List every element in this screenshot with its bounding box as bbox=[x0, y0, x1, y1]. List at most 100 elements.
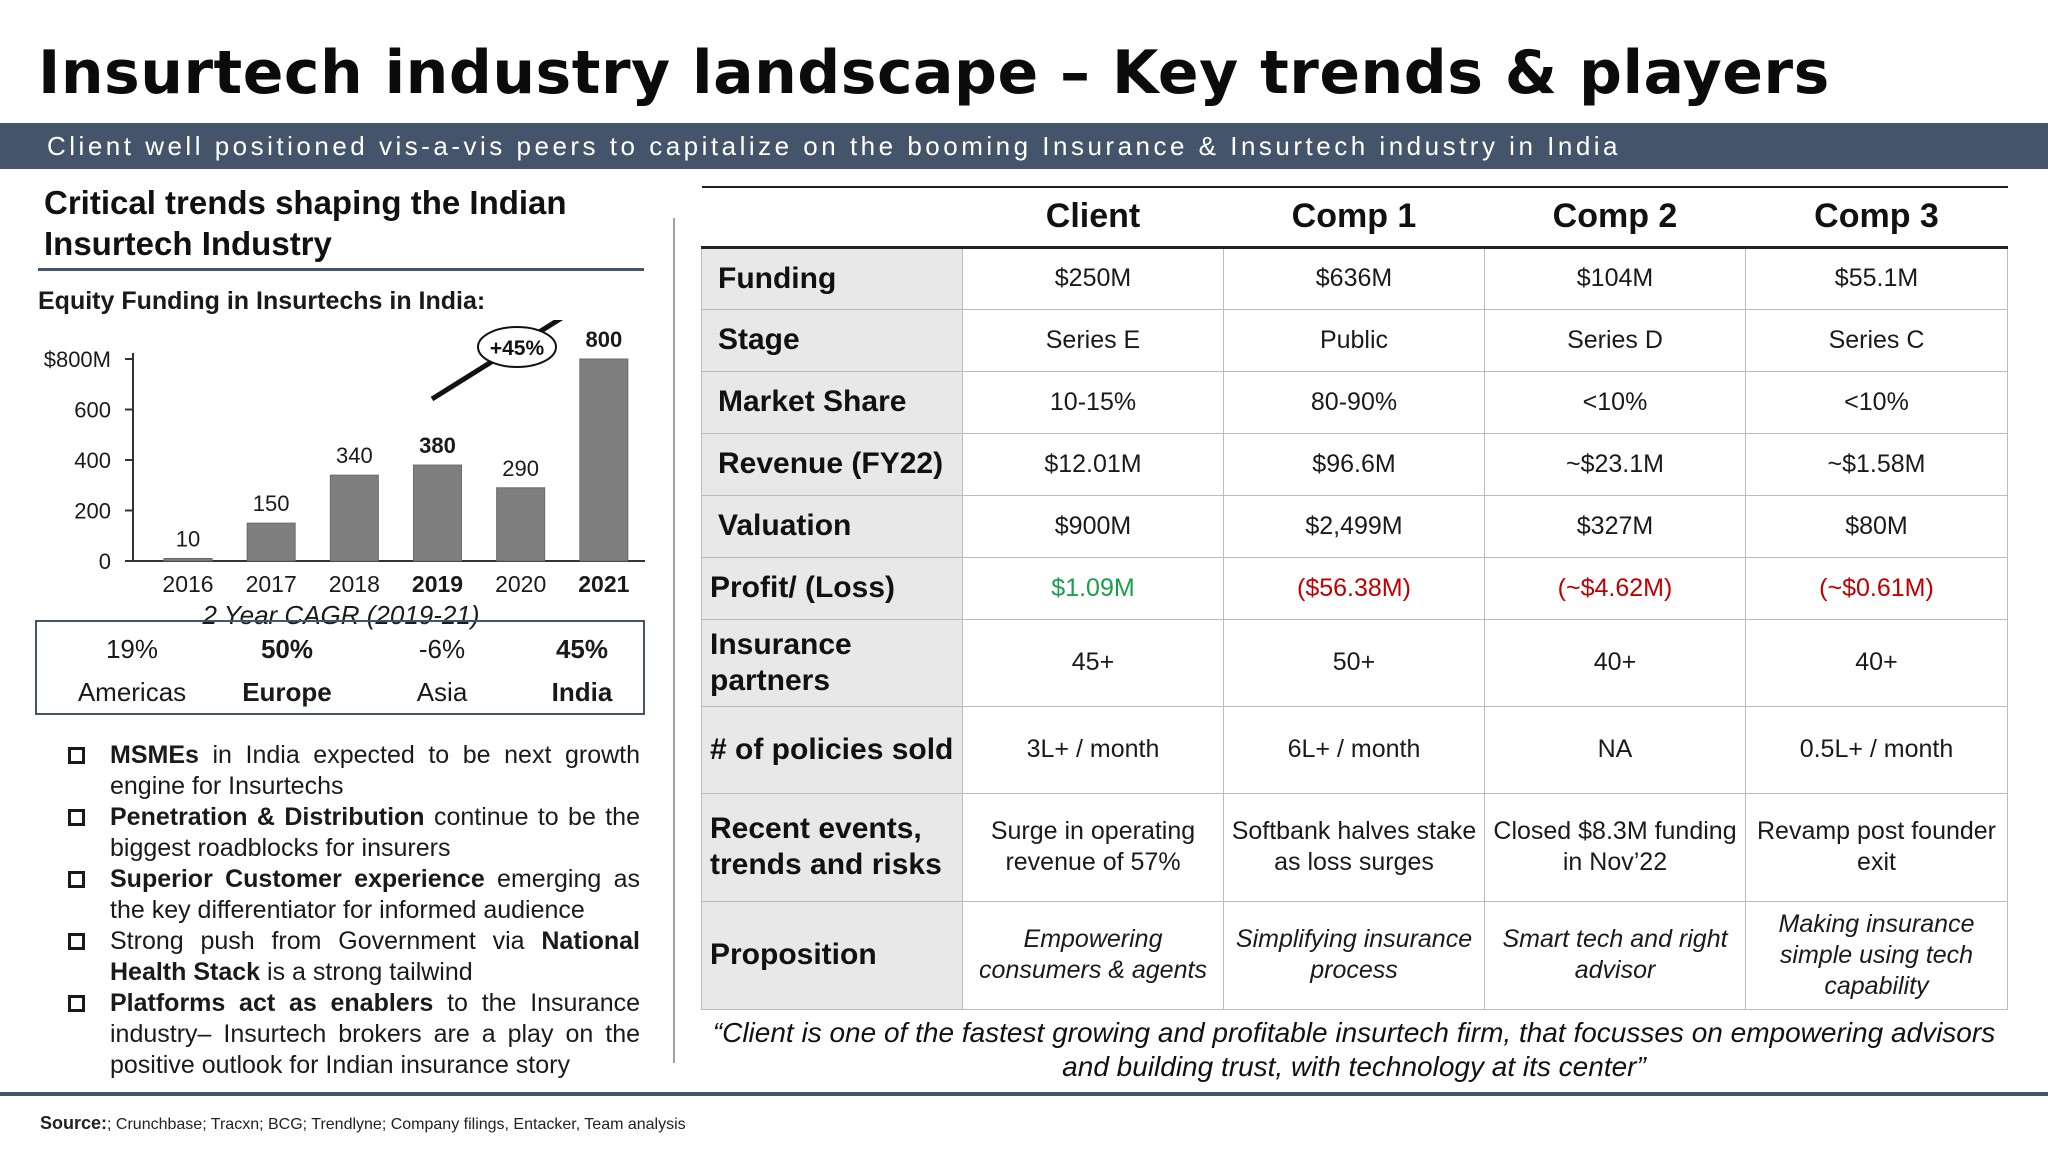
source-label: Source: bbox=[40, 1113, 108, 1133]
table-cell: <10% bbox=[1484, 370, 1746, 434]
bullet-text: Strong push from Government via bbox=[110, 927, 542, 955]
category-label: 2018 bbox=[329, 571, 380, 597]
y-tick-label: 200 bbox=[74, 499, 111, 524]
bullet-bold-text: Superior Customer experience bbox=[110, 865, 485, 893]
bullet-text: to the Insurance industry– Insurtech bro… bbox=[110, 989, 640, 1079]
bar bbox=[579, 358, 629, 562]
table-cell: (~$4.62M) bbox=[1484, 556, 1746, 620]
category-label: 2017 bbox=[246, 571, 297, 597]
table-cell: Series E bbox=[962, 308, 1224, 372]
table-cell: Public bbox=[1223, 308, 1485, 372]
table-cell: 6L+ / month bbox=[1223, 705, 1485, 794]
data-label: 150 bbox=[253, 491, 290, 516]
table-row: Revenue (FY22) $12.01M $96.6M ~$23.1M ~$1.58… bbox=[701, 432, 2008, 496]
subtitle-text: Client well positioned vis-a-vis peers t… bbox=[47, 131, 1622, 161]
client-quote: “Client is one of the fastest growing an… bbox=[712, 1017, 1996, 1082]
heading-divider bbox=[38, 268, 644, 271]
source-text: ; Crunchbase; Tracxn; BCG; Trendlyne; Co… bbox=[107, 1116, 686, 1133]
cagr-value: -6% bbox=[418, 634, 466, 664]
row-label: # of policies sold bbox=[701, 705, 963, 794]
table-cell: ($56.38M) bbox=[1223, 556, 1485, 620]
y-tick-label: 600 bbox=[74, 398, 111, 423]
trend-bullet: Penetration & Distribution continue to b… bbox=[66, 802, 640, 864]
bullet-bold-text: MSMEs bbox=[110, 741, 199, 769]
table-row: Insurance partners 45+ 50+ 40+ 40+ bbox=[701, 618, 2008, 707]
table-cell: Closed $8.3M funding in Nov’22 bbox=[1484, 792, 1746, 902]
header-client: Client bbox=[962, 186, 1224, 249]
table-cell: $12.01M bbox=[962, 432, 1224, 496]
competitor-comparison-table: Client Comp 1 Comp 2 Comp 3 Funding $250M… bbox=[701, 186, 2008, 1010]
data-label: 340 bbox=[336, 443, 373, 468]
data-label: 800 bbox=[585, 327, 622, 352]
table-cell: $1.09M bbox=[962, 556, 1224, 620]
checkbox-bullet-icon bbox=[68, 809, 85, 826]
equity-funding-chart: 0 200 400 600 $800M 10 2016 150 2017 340 2018 380 20… bbox=[44, 320, 645, 597]
row-label: Insurance partners bbox=[701, 618, 963, 707]
table-cell: $96.6M bbox=[1223, 432, 1485, 496]
checkbox-bullet-icon bbox=[68, 933, 85, 950]
table-cell: Surge in operating revenue of 57% bbox=[962, 792, 1224, 902]
table-row: Funding $250M $636M $104M $55.1M bbox=[701, 246, 2008, 310]
table-cell: <10% bbox=[1745, 370, 2008, 434]
bar bbox=[329, 474, 379, 562]
trends-heading: Critical trends shaping the Indian Insur… bbox=[44, 184, 567, 262]
table-cell: 50+ bbox=[1223, 618, 1485, 707]
category-label: 2020 bbox=[495, 571, 546, 597]
table-row: Recent events, trends and risks Surge in … bbox=[701, 792, 2008, 902]
table-header-row: Client Comp 1 Comp 2 Comp 3 bbox=[701, 186, 2008, 249]
data-label: 10 bbox=[176, 526, 200, 551]
trends-bullet-list: MSMEs in India expected to be next growt… bbox=[66, 740, 640, 1081]
annotation-ellipse bbox=[477, 326, 557, 368]
bullet-bold-text: Penetration & Distribution bbox=[110, 803, 425, 831]
table-row: Market Share 10-15% 80-90% <10% <10% bbox=[701, 370, 2008, 434]
category-label: 2021 bbox=[578, 571, 629, 597]
table-cell: 10-15% bbox=[962, 370, 1224, 434]
table-cell: $80M bbox=[1745, 494, 2008, 558]
bar bbox=[163, 557, 213, 562]
table-cell: $636M bbox=[1223, 246, 1485, 310]
trend-bullet: Platforms act as enablers to the Insuran… bbox=[66, 988, 640, 1081]
table-cell: 40+ bbox=[1484, 618, 1746, 707]
chart-label: Equity Funding in Insurtechs in India: bbox=[38, 287, 486, 315]
cagr-value: 45% bbox=[555, 634, 609, 664]
trend-bullet: Strong push from Government via National… bbox=[66, 926, 640, 988]
page-title: Insurtech industry landscape – Key trend… bbox=[38, 38, 1830, 108]
table-cell: 45+ bbox=[962, 618, 1224, 707]
table-row: Valuation $900M $2,499M $327M $80M bbox=[701, 494, 2008, 558]
table-cell: Smart tech and right advisor bbox=[1484, 900, 1746, 1010]
table-cell: Making insurance simple using tech capab… bbox=[1745, 900, 2008, 1010]
table-row: Proposition Empowering consumers & agents… bbox=[701, 900, 2008, 1010]
table-cell: Series C bbox=[1745, 308, 2008, 372]
cagr-value: 50% bbox=[260, 634, 314, 664]
row-label: Revenue (FY22) bbox=[701, 432, 963, 496]
table-cell: Simplifying insurance process bbox=[1223, 900, 1485, 1010]
column-divider bbox=[673, 218, 675, 1063]
cagr-value: 19% bbox=[105, 634, 159, 664]
table-cell: $2,499M bbox=[1223, 494, 1485, 558]
bullet-text: is a strong tailwind bbox=[260, 958, 473, 986]
row-label: Recent events, trends and risks bbox=[701, 792, 963, 902]
cagr-region: Asia bbox=[416, 677, 468, 707]
row-label: Funding bbox=[701, 246, 963, 310]
bullet-text: emerging as the key differentiator for i… bbox=[110, 865, 640, 924]
y-tick-label: 0 bbox=[99, 549, 111, 574]
checkbox-bullet-icon bbox=[68, 995, 85, 1012]
table-cell: 0.5L+ / month bbox=[1745, 705, 2008, 794]
table-cell: (~$0.61M) bbox=[1745, 556, 2008, 620]
checkbox-bullet-icon bbox=[68, 871, 85, 888]
table-cell: Series D bbox=[1484, 308, 1746, 372]
row-label: Profit/ (Loss) bbox=[701, 556, 963, 620]
bar bbox=[496, 487, 546, 562]
growth-annotation: +45% bbox=[490, 337, 545, 360]
checkbox-bullet-icon bbox=[68, 747, 85, 764]
y-tick-label: 400 bbox=[74, 448, 111, 473]
table-cell: 3L+ / month bbox=[962, 705, 1224, 794]
category-label: 2016 bbox=[162, 571, 213, 597]
table-cell: 40+ bbox=[1745, 618, 2008, 707]
bullet-text: continue to be the biggest roadblocks fo… bbox=[110, 803, 640, 862]
cagr-region: India bbox=[551, 677, 613, 707]
table-cell: ~$1.58M bbox=[1745, 432, 2008, 496]
table-cell: $250M bbox=[962, 246, 1224, 310]
table-cell: Softbank halves stake as loss surges bbox=[1223, 792, 1485, 902]
table-cell: ~$23.1M bbox=[1484, 432, 1746, 496]
